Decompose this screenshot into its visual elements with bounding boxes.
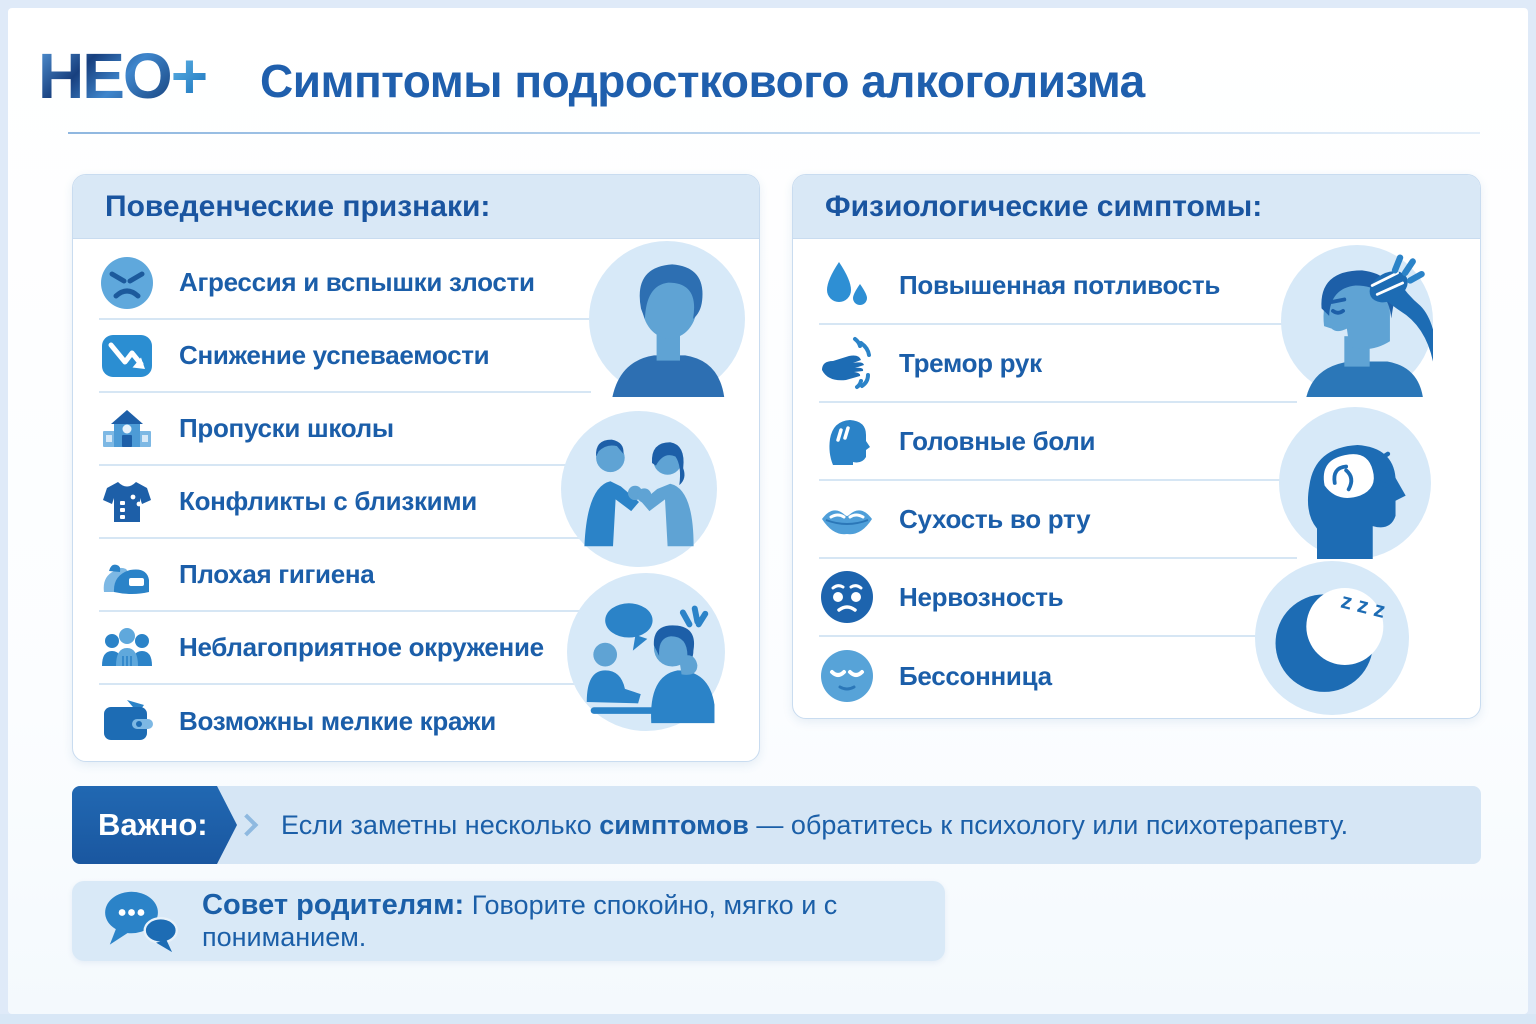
important-text-bold: симптомов [599,809,749,840]
wallet-icon [99,694,155,750]
list-item-label: Плохая гигиена [179,559,375,589]
parent-teen-talk-illustration [567,573,725,731]
important-text: Если заметны несколько симптомов — обрат… [281,810,1348,841]
brain-head-illustration [1279,407,1431,559]
list-item: Агрессия и вспышки злости [99,247,591,320]
important-text-prefix: Если заметны несколько [281,809,600,840]
list-item-label: Головные боли [899,425,1096,456]
list-item-label: Тремор рук [899,347,1042,378]
arguing-couple-illustration [561,411,717,567]
logo-neo-text: НЕО [38,40,173,112]
list-item: Головные боли [819,403,1297,481]
physiological-panel-title: Физиологические симптомы: [825,189,1263,223]
bottom-accent-bar [0,1014,1536,1024]
list-item: Плохая гигиена [99,539,591,612]
teen-portrait-illustration [589,241,745,397]
moon-sleep-illustration: z z z [1255,561,1409,715]
advice-text: Совет родителям: Говорите спокойно, мягк… [202,889,945,953]
tshirt-icon [99,474,155,530]
logo-plus-icon: + [170,40,208,112]
head-profile-icon [819,413,875,469]
sleepy-face-icon [819,648,875,704]
list-item: Возможны мелкие кражи [99,685,591,758]
worried-face-icon [819,569,875,625]
page-title: Симптомы подросткового алкоголизма [260,55,1145,107]
list-item: Бессонница [819,637,1297,715]
laundry-icon [99,547,155,603]
advice-box: Совет родителям: Говорите спокойно, мягк… [72,881,945,961]
logo: НЕО+ [38,44,208,108]
important-banner: Важно: Если заметны несколько симптомов … [72,786,1481,864]
list-item-label: Повышенная потливость [899,269,1221,300]
people-group-icon [99,620,155,676]
lips-icon [819,491,875,547]
list-item: Неблагоприятное окружение [99,612,591,685]
headache-person-illustration [1281,245,1433,397]
trembling-hand-icon [819,335,875,391]
list-item-label: Возможны мелкие кражи [179,706,496,736]
behavioral-panel-header: Поведенческие признаки: [73,175,759,239]
list-item: Снижение успеваемости [99,320,591,393]
physiological-list: Повышенная потливость Тремор рук Головны… [819,247,1297,715]
important-label: Важно: [98,807,208,842]
physiological-panel-header: Физиологические симптомы: [793,175,1480,239]
list-item: Тремор рук [819,325,1297,403]
behavioral-list: Агрессия и вспышки злости Снижение успев… [99,247,591,758]
chevron-right-icon [235,813,259,837]
water-drops-icon [819,257,875,313]
behavioral-panel: Поведенческие признаки: Агрессия и вспыш… [72,174,760,762]
list-item-label: Неблагоприятное окружение [179,632,544,662]
list-item: Нервозность [819,559,1297,637]
list-item: Конфликты с близкими [99,466,591,539]
declining-chart-icon [99,328,155,384]
physiological-panel: Физиологические симптомы: Повышенная пот… [792,174,1481,719]
list-item-label: Агрессия и вспышки злости [179,267,535,297]
chat-bubbles-icon [96,888,184,954]
advice-label: Совет родителям: [202,889,465,921]
list-item-label: Снижение успеваемости [179,340,490,370]
list-item-label: Бессонница [899,660,1052,691]
list-item: Сухость во рту [819,481,1297,559]
angry-face-icon [99,255,155,311]
important-text-suffix: — обратитесь к психологу или психотерапе… [748,809,1349,840]
infographic-canvas: НЕО+ Симптомы подросткового алкоголизма … [8,8,1528,1014]
school-icon [99,401,155,457]
important-label-box: Важно: [72,786,237,864]
header-divider [68,132,1480,134]
list-item-label: Сухость во рту [899,503,1091,534]
behavioral-panel-title: Поведенческие признаки: [105,189,491,223]
list-item-label: Пропуски школы [179,413,394,443]
advice-body: Говорите спокойно, мягко и с пониманием. [202,890,838,952]
list-item-label: Конфликты с близкими [179,486,477,516]
list-item-label: Нервозность [899,581,1064,612]
list-item: Повышенная потливость [819,247,1297,325]
list-item: Пропуски школы [99,393,591,466]
